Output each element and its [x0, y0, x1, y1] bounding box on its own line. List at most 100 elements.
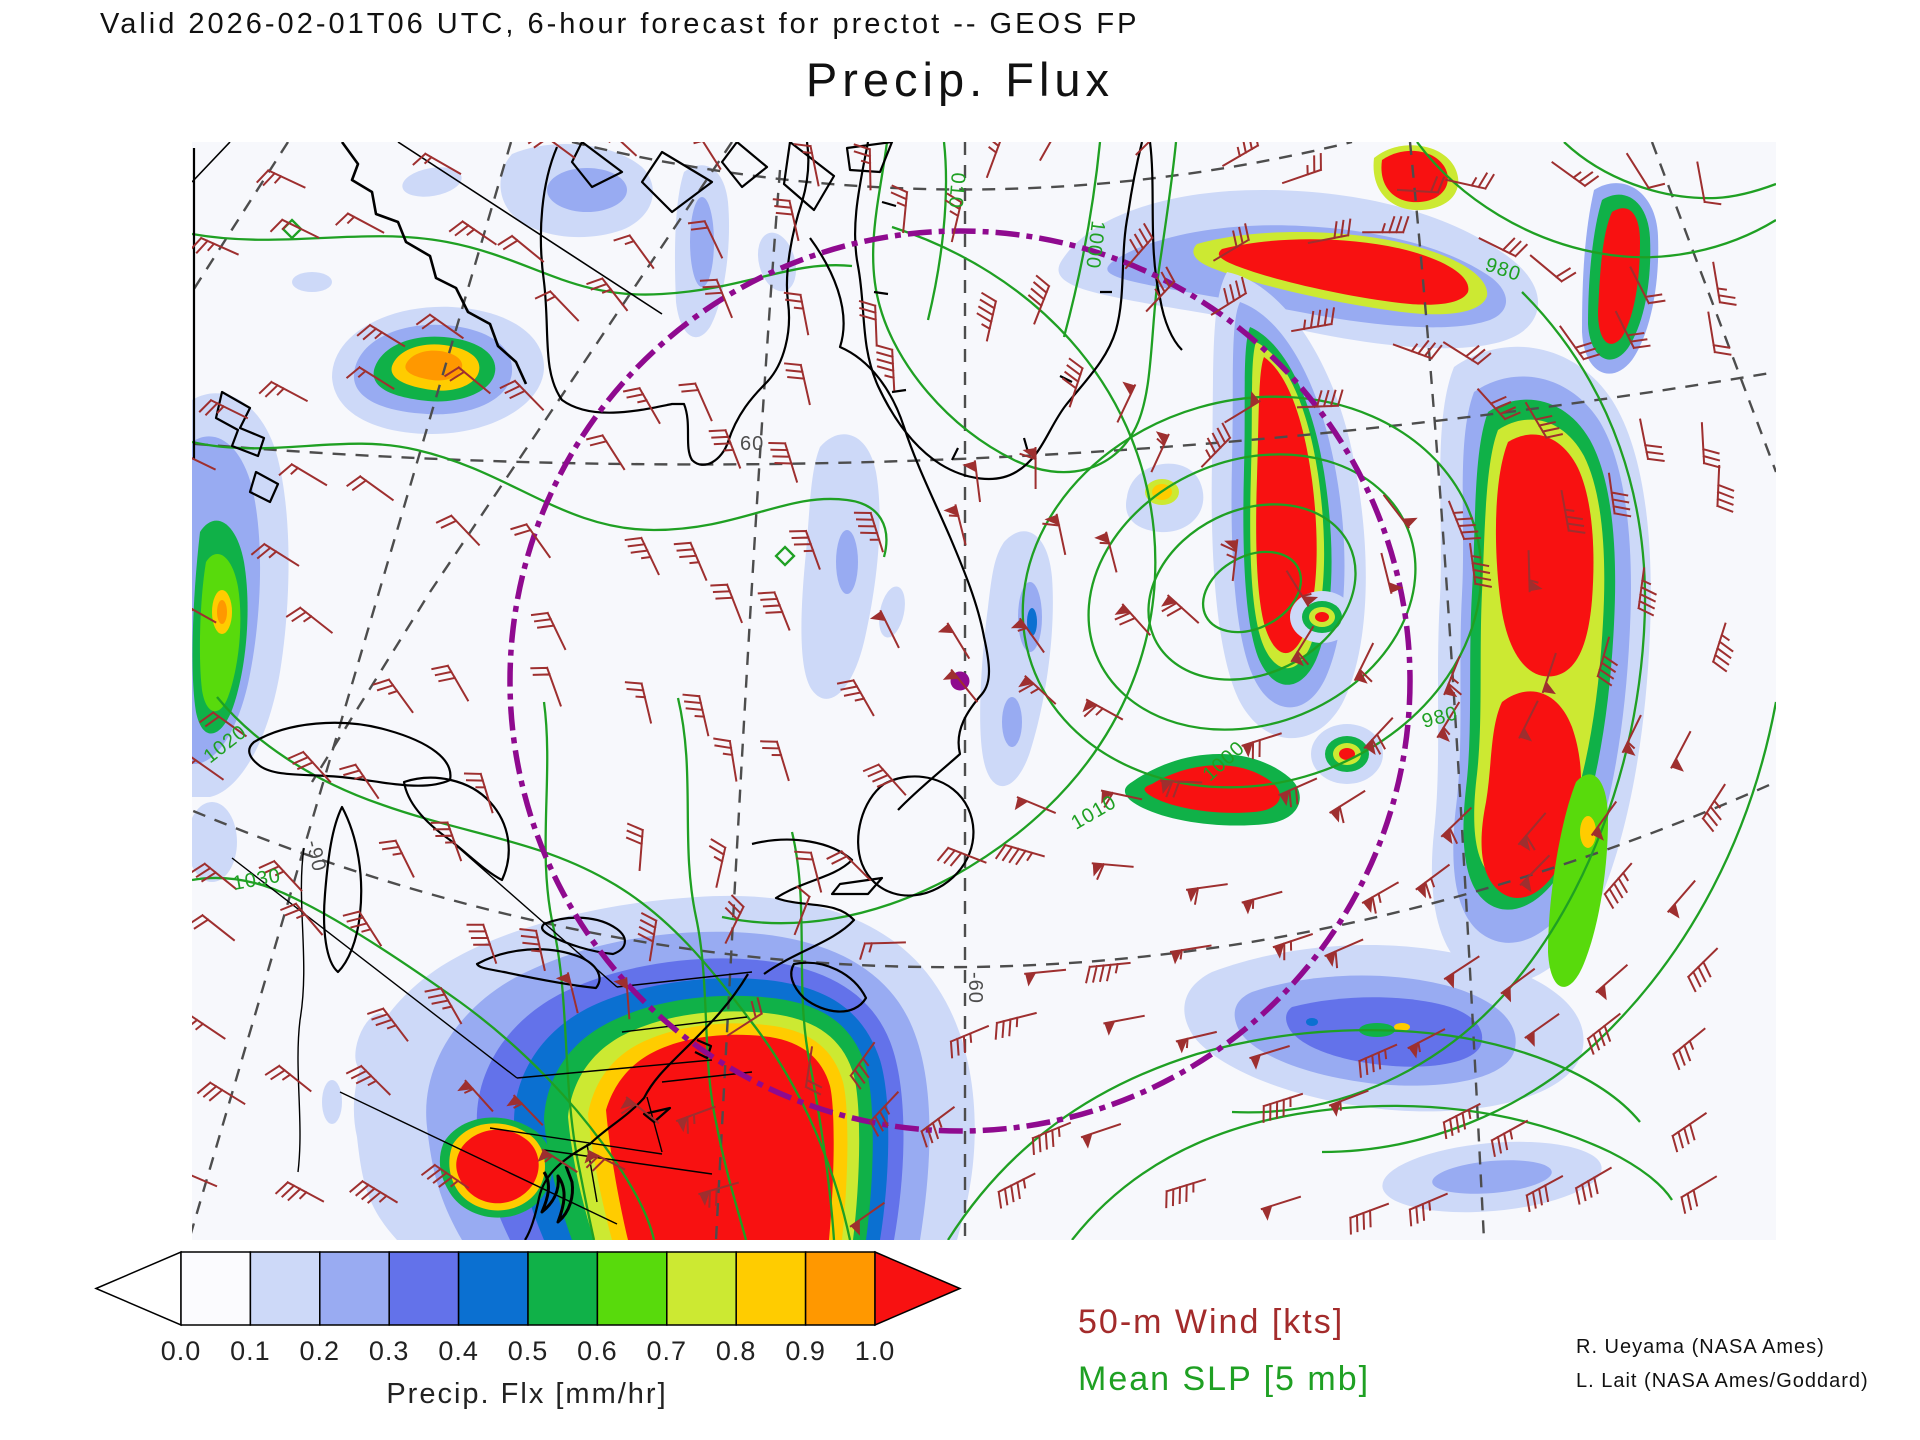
wind-barb — [613, 977, 631, 1020]
wind-barb — [1116, 381, 1137, 423]
wind-barb — [772, 198, 800, 242]
wind-barb — [1445, 172, 1495, 190]
wind-barb — [1478, 237, 1529, 258]
lake-ontario — [540, 916, 626, 956]
wind-barb — [1382, 494, 1418, 529]
labrador-coast — [809, 237, 991, 811]
wind-barb — [1559, 325, 1600, 361]
wind-barb — [1519, 854, 1551, 893]
wind-barb — [349, 1179, 399, 1204]
wind-barb — [1527, 550, 1543, 593]
wind-barb — [708, 429, 742, 469]
wind-barb — [339, 763, 380, 800]
colorbar-tick: 0.8 — [715, 1336, 757, 1366]
wind-barb — [366, 1007, 409, 1042]
wind-barb — [804, 1046, 823, 1096]
wind-barb — [624, 536, 660, 576]
wind-barb — [345, 1064, 392, 1096]
wind-barb — [192, 1014, 226, 1040]
wind-barb — [853, 143, 872, 191]
wind-barb — [890, 184, 909, 234]
wind-barb — [1590, 800, 1618, 841]
wind-barb — [1701, 783, 1726, 833]
wind-barb — [1010, 617, 1045, 654]
wind-barb — [760, 740, 790, 782]
colorbar-segment — [735, 1251, 807, 1326]
wind-barb — [1160, 779, 1203, 798]
wind-barb — [534, 290, 580, 322]
wind-barb — [793, 885, 811, 936]
wind-barb — [1518, 700, 1539, 742]
colorbar-segment — [527, 1251, 599, 1326]
meridian-30w-line — [1650, 142, 1776, 473]
wind-barb — [698, 1181, 740, 1208]
graticule-label--60: -60 — [964, 972, 986, 1004]
wind-barb — [1666, 879, 1696, 919]
wind-barb — [506, 1094, 544, 1127]
lake-michigan — [322, 805, 363, 974]
wind-barb — [1595, 963, 1629, 1001]
wind-barb — [1361, 881, 1400, 914]
wind-barb — [1031, 1121, 1072, 1155]
colorbar-segment — [457, 1251, 529, 1326]
wind-barb — [637, 912, 658, 962]
wind-barb — [937, 622, 971, 660]
wind-barb — [1185, 883, 1228, 905]
wind-barb — [1637, 567, 1657, 617]
wind-barb — [682, 693, 710, 737]
wind-barb — [1124, 222, 1154, 270]
wind-barb — [849, 1041, 876, 1090]
wind-barb — [1328, 1089, 1369, 1117]
wind-barb — [1639, 418, 1665, 462]
wind-barb — [285, 606, 334, 634]
wind-barb — [466, 923, 498, 964]
wind-barb — [1329, 789, 1366, 824]
wind-barb — [345, 365, 395, 390]
colorbar-under-arrow — [94, 1250, 182, 1327]
wind-barb — [699, 278, 734, 319]
wind-barb — [497, 234, 545, 263]
wind-barb — [962, 460, 982, 503]
wind-barb — [1150, 431, 1170, 473]
wind-barb — [875, 344, 896, 391]
wind-barb — [1707, 311, 1732, 356]
wind-barb — [1447, 500, 1481, 541]
wind-barb — [793, 143, 820, 187]
wind-barb — [1541, 652, 1557, 695]
wind-barb — [936, 846, 987, 867]
wind-barb — [622, 386, 661, 425]
wind-barb — [1476, 387, 1521, 421]
latitude-60-line — [192, 370, 1776, 466]
wind-barb — [530, 666, 562, 707]
wind-barbs-layer — [192, 142, 1737, 1236]
wind-barb — [1210, 276, 1248, 316]
wind-barb — [1019, 446, 1037, 490]
wind-barb — [192, 236, 240, 256]
wind-barb — [1408, 1192, 1449, 1227]
wind-barb — [1358, 1043, 1398, 1078]
wind-barb — [678, 382, 713, 422]
wind-barb — [255, 168, 306, 189]
wind-barb — [726, 997, 764, 1037]
wind-barb — [1278, 777, 1318, 808]
wind-barb — [412, 152, 462, 175]
wind-barb — [1517, 812, 1547, 851]
wind-barb — [1500, 967, 1536, 1003]
wind-barb — [1436, 701, 1461, 743]
wind-barb — [757, 591, 791, 631]
wind-barb — [1165, 1178, 1207, 1209]
credits-block: R. Ueyama (NASA Ames) L. Lait (NASA Ames… — [1576, 1330, 1869, 1398]
colorbar-segment — [388, 1251, 460, 1326]
wind-barb — [859, 941, 906, 960]
credit-line-1: R. Ueyama (NASA Ames) — [1576, 1336, 1825, 1358]
wind-barb — [1596, 636, 1619, 687]
meridian-45w-line — [1408, 142, 1486, 1240]
wind-barb — [944, 192, 963, 243]
wind-barb — [1711, 622, 1734, 673]
colorbar-tick: 0.3 — [368, 1336, 410, 1366]
wind-barb — [1307, 218, 1352, 244]
valid-timestamp: Valid 2026-02-01T06 UTC, 6-hour forecast… — [100, 8, 1140, 40]
wind-barb — [1114, 603, 1152, 636]
wind-barb — [1586, 1012, 1622, 1055]
